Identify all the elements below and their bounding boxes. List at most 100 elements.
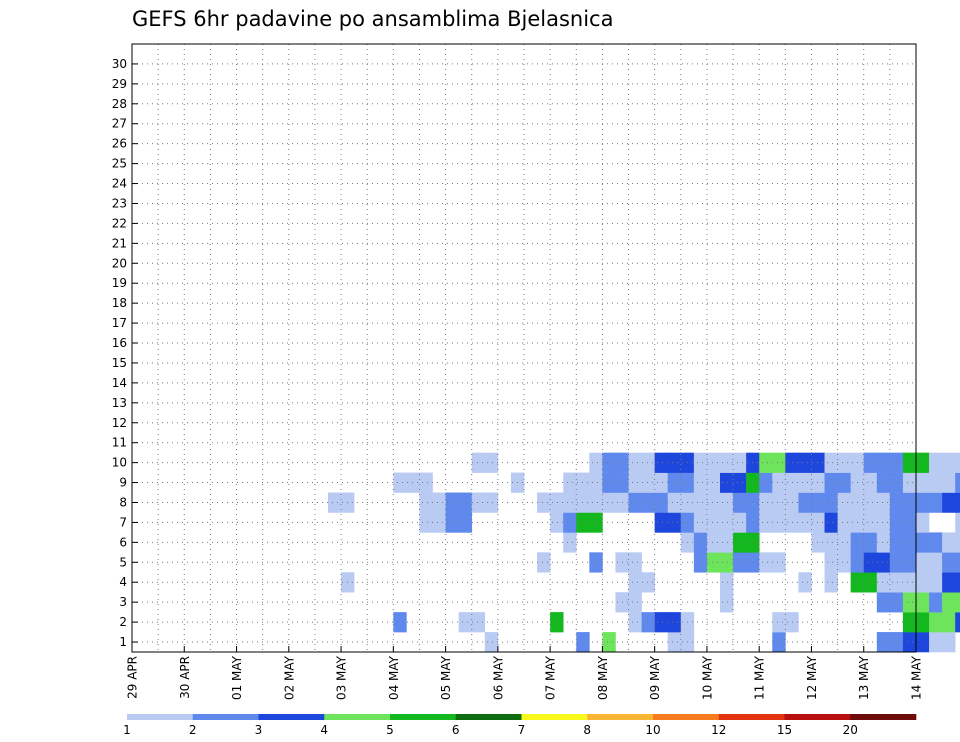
y-tick-label: 20 (112, 256, 127, 270)
colorbar-legend: 1 2 3 4 5 6 7 8 10 12 15 20 (123, 714, 917, 737)
y-tick-label: 25 (112, 157, 127, 171)
y-tick-label: 30 (112, 57, 127, 71)
heatmap-cell (654, 492, 669, 513)
y-tick-label: 10 (112, 456, 127, 470)
heatmap-cell (537, 552, 551, 573)
heatmap-cell (824, 452, 838, 473)
colorbar-label: 3 (255, 723, 263, 737)
heatmap-cell (641, 492, 655, 513)
heatmap-cell (693, 452, 708, 473)
heatmap-cell (772, 552, 786, 573)
x-tick-label: 29 APR (126, 656, 140, 699)
heatmap-cell (863, 572, 878, 593)
heatmap-cell (759, 472, 773, 493)
heatmap-cell (602, 452, 616, 473)
heatmap-cell (693, 532, 708, 553)
heatmap-cell (628, 572, 642, 593)
heatmap-cell (798, 492, 812, 513)
heatmap-cell (589, 492, 603, 513)
x-tick-label: 08 MAY (596, 655, 610, 700)
heatmap-cell (942, 532, 956, 553)
y-tick-label: 16 (112, 336, 127, 350)
heatmap-cell (955, 552, 960, 573)
heatmap-cell (720, 532, 734, 553)
heatmap-cell (916, 492, 930, 513)
heatmap-cell (328, 492, 342, 513)
heatmap-cell (876, 632, 891, 653)
x-tick-label: 11 MAY (753, 655, 767, 700)
heatmap-cell (863, 452, 878, 473)
y-tick-label: 5 (119, 555, 127, 569)
heatmap-cell (916, 552, 930, 573)
heatmap-cell (706, 512, 721, 533)
heatmap-cell (693, 492, 708, 513)
heatmap-cell (942, 492, 956, 513)
heatmap-cell (393, 472, 407, 493)
heatmap-cell (720, 452, 734, 473)
heatmap-cell (654, 452, 669, 473)
heatmap-cell (484, 452, 499, 473)
heatmap-cell (929, 492, 943, 513)
heatmap-cell (772, 452, 786, 473)
y-tick-label: 29 (112, 77, 127, 91)
heatmap-cell (733, 552, 747, 573)
heatmap-cell (916, 592, 930, 613)
colorbar-swatch (127, 714, 194, 720)
heatmap-cell (824, 552, 838, 573)
colorbar-label: 10 (645, 723, 660, 737)
colorbar-swatch (653, 714, 720, 720)
heatmap-cell (798, 452, 812, 473)
colorbar-label: 4 (320, 723, 328, 737)
heatmap-cell (889, 592, 904, 613)
heatmap-cell (889, 472, 904, 493)
heatmap-cell (550, 492, 564, 513)
heatmap-cell (863, 512, 878, 533)
heatmap-cell (667, 632, 682, 653)
colorbar-swatch (455, 714, 522, 720)
heatmap-cell (929, 552, 943, 573)
heatmap-cell (667, 452, 682, 473)
heatmap-cell (667, 612, 682, 633)
y-tick-label: 28 (112, 97, 127, 111)
heatmap-cell (667, 472, 682, 493)
heatmap-cell (955, 452, 960, 473)
colorbar-label: 8 (583, 723, 591, 737)
heatmap-cell (419, 492, 433, 513)
heatmap-cell (772, 512, 786, 533)
heatmap-cell (889, 512, 904, 533)
heatmap-cell (837, 472, 851, 493)
heatmap-cell (902, 552, 917, 573)
heatmap-cell (693, 472, 708, 493)
heatmap-cell (863, 532, 878, 553)
heatmap-cell (772, 472, 786, 493)
heatmap-cell (929, 452, 943, 473)
colorbar-swatch (258, 714, 325, 720)
y-tick-label: 11 (112, 436, 127, 450)
heatmap-cell (537, 492, 551, 513)
heatmap-cell (916, 632, 930, 653)
heatmap-cell (458, 512, 473, 533)
heatmap-cell (628, 492, 642, 513)
heatmap-cell (654, 512, 669, 533)
heatmap-cell (876, 572, 891, 593)
y-tick-label: 3 (119, 595, 127, 609)
y-tick-label: 27 (112, 117, 127, 131)
x-tick-label: 03 MAY (335, 655, 349, 700)
x-tick-label: 12 MAY (805, 655, 819, 700)
heatmap-cell (628, 592, 642, 613)
heatmap-cell (916, 472, 930, 493)
heatmap-cell (759, 492, 773, 513)
heatmap-cell (706, 552, 721, 573)
heatmap-cell (955, 592, 960, 613)
heatmap-cell (667, 512, 682, 533)
y-tick-label: 13 (112, 396, 127, 410)
heatmap-cell (863, 472, 878, 493)
heatmap-cell (863, 492, 878, 513)
heatmap-cell (733, 512, 747, 533)
heatmap-cell (693, 512, 708, 533)
heatmap-cell (471, 452, 486, 473)
colorbar-label: 7 (518, 723, 526, 737)
x-tick-label: 14 MAY (910, 655, 924, 700)
heatmap-cell (471, 612, 486, 633)
heatmap-cell (889, 552, 904, 573)
